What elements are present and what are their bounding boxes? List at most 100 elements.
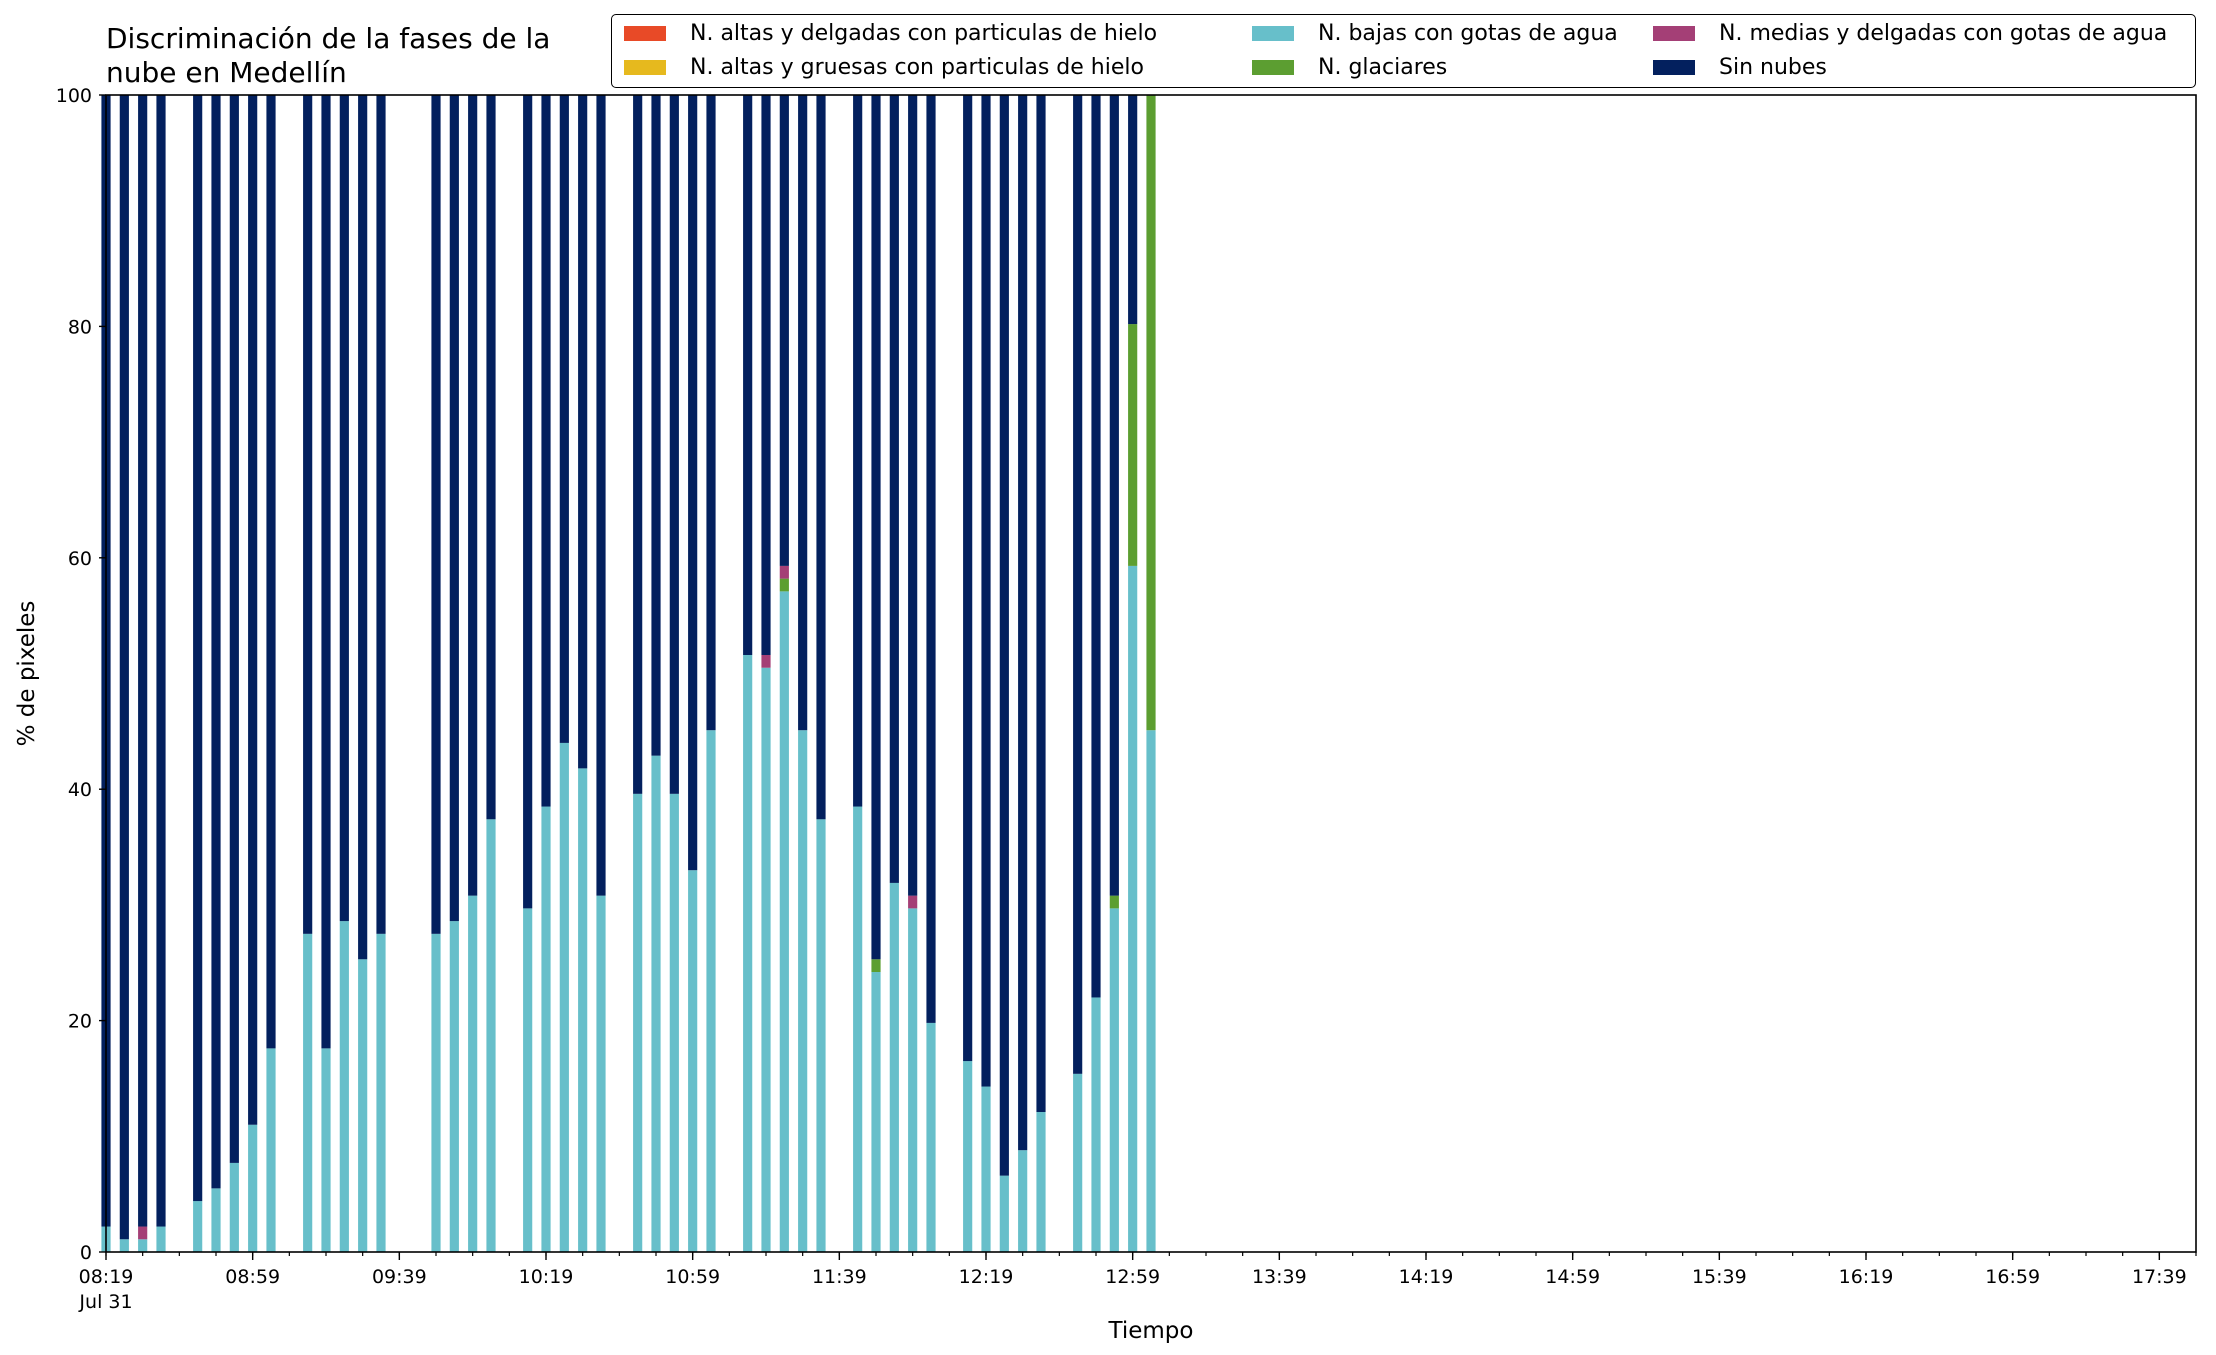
bar-segment-sin-nubes: [211, 95, 221, 1189]
bar-segment-bajas: [963, 1061, 973, 1252]
bar-segment-bajas: [541, 806, 551, 1252]
bar-segment-bajas: [999, 1175, 1009, 1252]
y-axis-label: % de pixeles: [14, 601, 40, 747]
chart-title-line-2: nube en Medellín: [106, 56, 347, 89]
bar-segment-sin-nubes: [871, 95, 881, 960]
bar-segment-glaciares: [1109, 895, 1119, 909]
x-axis-label: Tiempo: [1108, 1318, 1194, 1344]
bar-segment-bajas: [468, 895, 478, 1252]
bar-segment-sin-nubes: [303, 95, 313, 934]
labels-layer: 0 20 40 60 80 100 08:19 Jul 31 08:59 09:39 10:19 10…: [14, 85, 2187, 1344]
bar-segment-sin-nubes: [816, 95, 826, 820]
bar-segment-bajas: [248, 1124, 258, 1252]
legend-item-altas-gruesas: N. altas y gruesas con particulas de hie…: [624, 55, 1144, 80]
bar-segment-bajas: [908, 908, 918, 1252]
legend-label: N. bajas con gotas de agua: [1318, 21, 1618, 46]
bar-segment-bajas: [596, 895, 606, 1252]
legend-label: N. altas y delgadas con particulas de hi…: [690, 21, 1158, 46]
x-tick-label: 12:59: [1105, 1266, 1160, 1288]
bar-segment-sin-nubes: [1018, 95, 1028, 1151]
x-tick-label: 08:19: [79, 1266, 134, 1288]
legend-item-glaciares: N. glaciares: [1252, 55, 1447, 80]
legend-label: N. glaciares: [1318, 55, 1448, 80]
bar-segment-bajas: [559, 742, 569, 1252]
bar-segment-sin-nubes: [908, 95, 918, 896]
bar-segment-sin-nubes: [559, 95, 569, 743]
x-tick-label: 08:59: [225, 1266, 280, 1288]
bar-segment-sin-nubes: [963, 95, 973, 1062]
bar-segment-sin-nubes: [633, 95, 643, 794]
x-tick-label: 13:39: [1252, 1266, 1307, 1288]
bar-segment-bajas: [1018, 1150, 1028, 1252]
axes-layer: [99, 94, 2197, 1260]
x-tick-label: 15:39: [1692, 1266, 1747, 1288]
bar-segment-sin-nubes: [578, 95, 588, 769]
bar-segment-bajas: [376, 933, 386, 1252]
legend-swatch-bajas: [1252, 26, 1294, 41]
legend-swatch-altas-gruesas: [624, 60, 666, 75]
bar-segment-bajas: [1109, 908, 1119, 1252]
x-tick-label: 10:19: [519, 1266, 574, 1288]
bar-segment-sin-nubes: [596, 95, 606, 896]
bar-segment-glaciares: [1128, 324, 1138, 566]
bar-segment-sin-nubes: [468, 95, 478, 896]
x-tick-label: 12:19: [959, 1266, 1014, 1288]
bar-segment-bajas: [1036, 1112, 1046, 1252]
x-tick-label: 14:19: [1399, 1266, 1454, 1288]
bar-segment-glaciares: [779, 578, 789, 592]
bar-segment-medias: [908, 895, 918, 909]
bar-segment-sin-nubes: [541, 95, 551, 807]
bar-segment-sin-nubes: [1091, 95, 1101, 998]
bar-segment-sin-nubes: [358, 95, 368, 960]
bar-segment-sin-nubes: [193, 95, 203, 1202]
bar-segment-bajas: [688, 870, 698, 1252]
bar-segment-bajas: [743, 654, 753, 1252]
bar-segment-bajas: [1146, 730, 1156, 1252]
bar-segment-sin-nubes: [1109, 95, 1119, 896]
bar-segment-bajas: [889, 882, 899, 1252]
bar-segment-sin-nubes: [779, 95, 789, 566]
bar-segment-sin-nubes: [706, 95, 716, 731]
chart-title-line-1: Discriminación de la fases de la: [106, 22, 551, 55]
bar-segment-bajas: [138, 1239, 148, 1252]
bar-segment-bajas: [669, 793, 679, 1252]
legend-label: N. altas y gruesas con particulas de hie…: [690, 55, 1144, 80]
bar-segment-glaciares: [871, 959, 881, 973]
bar-segment-sin-nubes: [321, 95, 331, 1049]
bar-segment-sin-nubes: [119, 95, 129, 1240]
bar-segment-bajas: [1128, 565, 1138, 1252]
bar-segment-bajas: [578, 768, 588, 1252]
bar-segment-sin-nubes: [449, 95, 459, 922]
bar-segment-sin-nubes: [853, 95, 863, 807]
bar-segment-glaciares: [1146, 95, 1156, 731]
legend-label: N. medias y delgadas con gotas de agua: [1719, 21, 2168, 46]
bar-segment-sin-nubes: [266, 95, 276, 1049]
bar-segment-sin-nubes: [376, 95, 386, 934]
y-tick-label: 60: [68, 548, 92, 570]
bar-segment-bajas: [339, 921, 349, 1252]
bar-segment-medias: [761, 654, 771, 668]
bar-segment-sin-nubes: [889, 95, 899, 883]
bar-segment-bajas: [926, 1022, 936, 1252]
bar-segment-sin-nubes: [651, 95, 661, 756]
bar-segment-bajas: [706, 730, 716, 1252]
legend-label: Sin nubes: [1719, 55, 1827, 80]
bar-segment-bajas: [229, 1162, 239, 1252]
bar-segment-bajas: [1091, 997, 1101, 1252]
bar-segment-bajas: [1073, 1073, 1083, 1252]
bar-segment-bajas: [358, 959, 368, 1252]
bar-segment-bajas: [633, 793, 643, 1252]
bar-segment-bajas: [798, 730, 808, 1252]
bar-segment-bajas: [266, 1048, 276, 1252]
x-tick-label: 16:59: [1985, 1266, 2040, 1288]
bar-segment-bajas: [523, 908, 533, 1252]
bar-segment-bajas: [779, 591, 789, 1252]
bar-segment-sin-nubes: [229, 95, 239, 1163]
legend-item-altas-delgadas: N. altas y delgadas con particulas de hi…: [624, 21, 1157, 46]
bar-segment-sin-nubes: [688, 95, 698, 871]
bar-segment-sin-nubes: [1073, 95, 1083, 1074]
bar-segment-bajas: [449, 921, 459, 1252]
bar-segment-sin-nubes: [248, 95, 258, 1125]
bar-segment-medias: [779, 565, 789, 579]
